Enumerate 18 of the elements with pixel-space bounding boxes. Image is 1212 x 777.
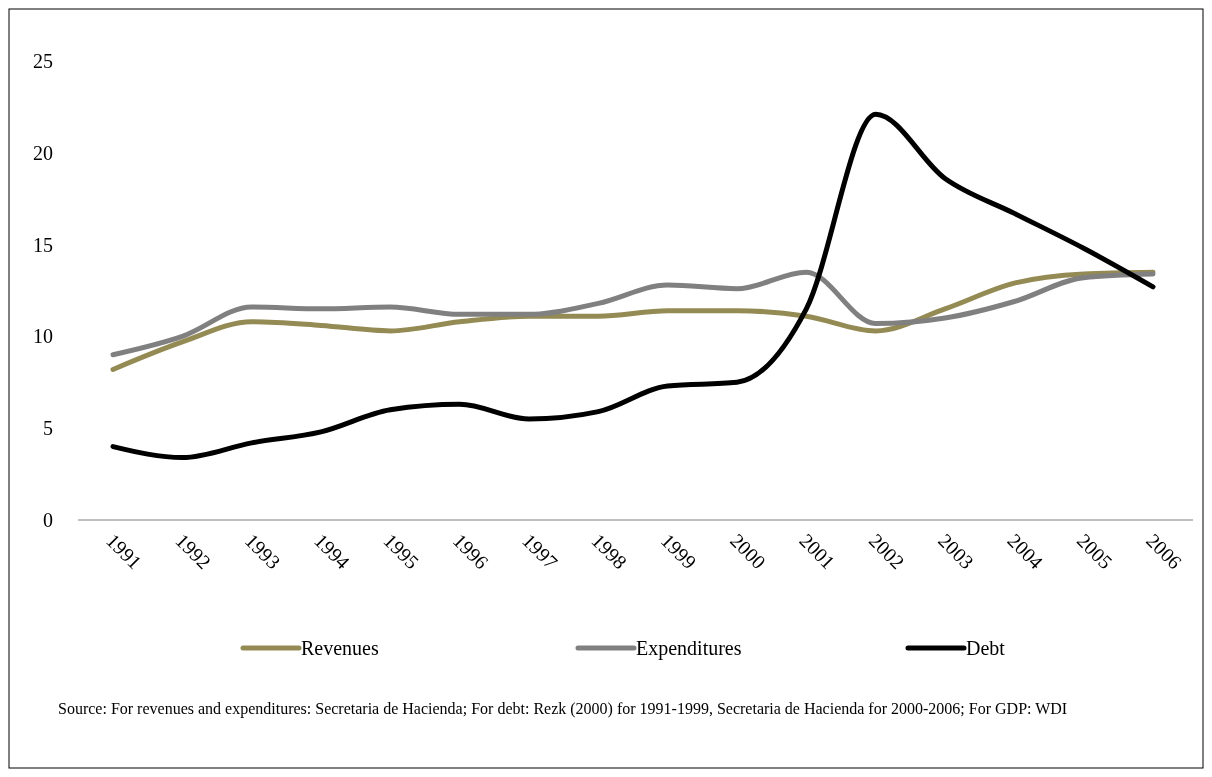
x-tick-label: 2000 [726, 529, 771, 574]
x-tick-label: 1997 [518, 529, 563, 574]
x-tick-label: 1993 [240, 529, 285, 574]
legend-label: Revenues [301, 637, 379, 659]
source-note: Source: For revenues and expenditures: Secretaria de Hacienda; For debt: Rezk (2000) for 1991-1999, Secretaria de Hacienda for 2000-2006; For GDP: WDI [58, 699, 1069, 720]
y-tick-label: 15 [33, 233, 53, 256]
y-tick-label: 5 [43, 417, 53, 440]
y-tick-label: 0 [43, 509, 53, 531]
legend-label: Expenditures [636, 637, 742, 660]
x-tick-label: 1994 [310, 529, 355, 574]
x-tick-label: 1999 [656, 529, 701, 574]
legend-label: Debt [966, 637, 1006, 659]
x-tick-label: 1995 [379, 529, 424, 574]
x-tick-label: 1996 [448, 529, 493, 574]
x-tick-label: 1998 [587, 529, 632, 574]
y-tick-label: 10 [33, 325, 53, 348]
y-tick-label: 25 [33, 50, 53, 72]
y-tick-label: 20 [33, 141, 53, 164]
